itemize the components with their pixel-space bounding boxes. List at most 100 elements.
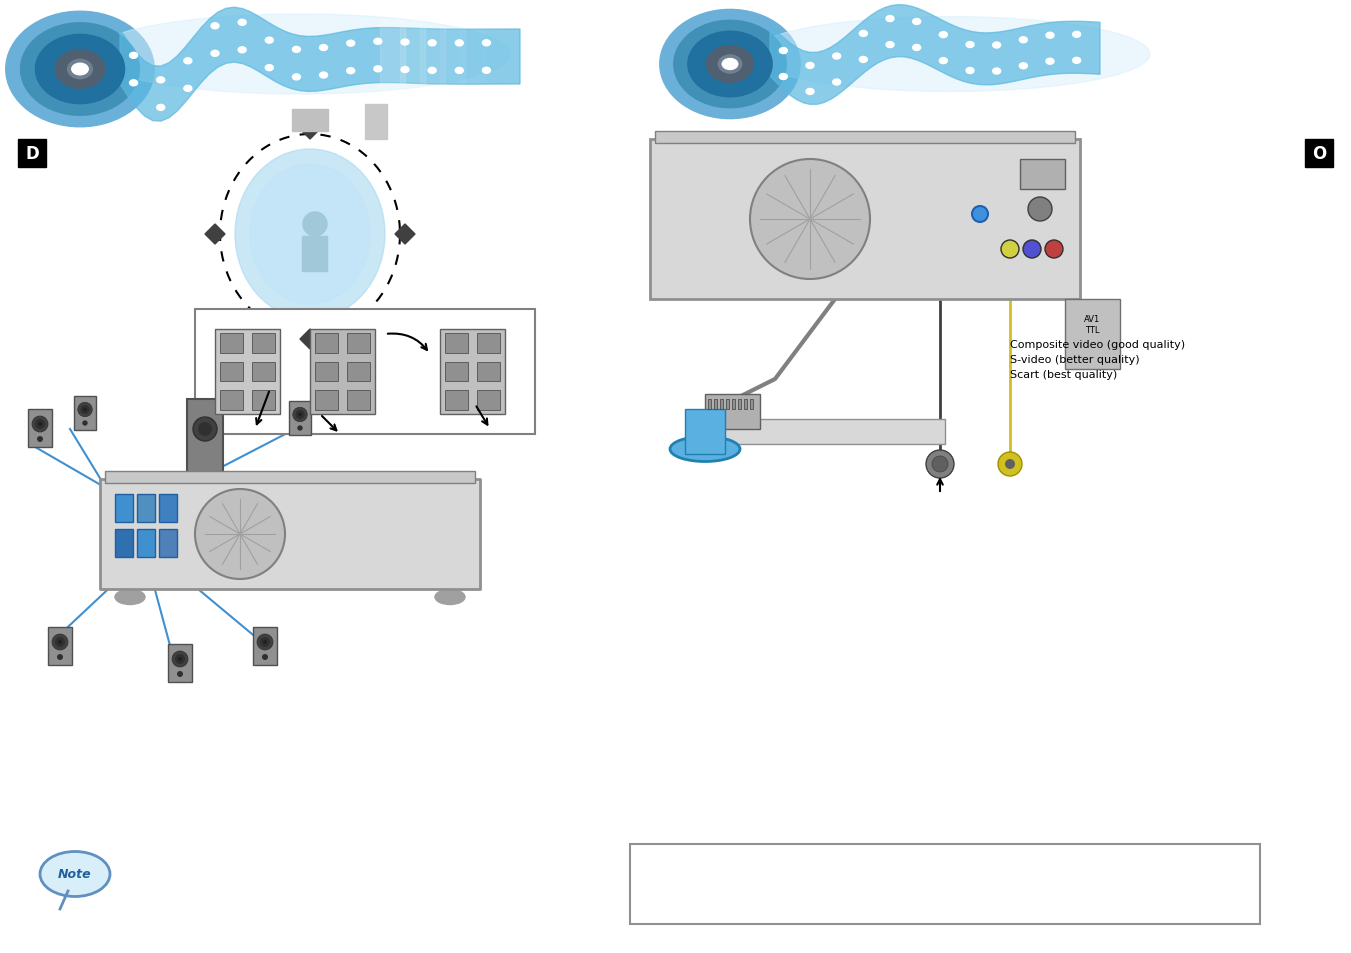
Bar [440, 20, 465, 120]
Bar [49, 627, 72, 665]
Ellipse shape [435, 590, 465, 605]
Ellipse shape [157, 105, 165, 112]
Bar [315, 391, 338, 411]
Ellipse shape [55, 51, 105, 90]
Ellipse shape [750, 17, 1150, 92]
Bar [1065, 299, 1120, 370]
Circle shape [55, 638, 65, 647]
Ellipse shape [482, 41, 490, 47]
Bar [459, 20, 485, 120]
Ellipse shape [832, 80, 840, 86]
Ellipse shape [91, 15, 509, 95]
Circle shape [172, 651, 188, 667]
Ellipse shape [859, 31, 867, 37]
Bar [365, 105, 386, 140]
Bar [292, 110, 328, 132]
Bar [105, 472, 476, 483]
Ellipse shape [482, 69, 490, 74]
Ellipse shape [670, 437, 740, 462]
Text: Scart (best quality): Scart (best quality) [1011, 370, 1117, 379]
Ellipse shape [211, 24, 219, 30]
Bar [315, 362, 338, 382]
Bar [477, 362, 500, 382]
Bar [289, 401, 311, 436]
Circle shape [195, 490, 285, 579]
Text: O: O [1312, 145, 1327, 163]
Bar [100, 479, 480, 589]
Bar [253, 334, 276, 354]
Bar [253, 627, 277, 665]
Bar [715, 419, 944, 444]
Circle shape [293, 408, 307, 422]
Circle shape [84, 408, 86, 412]
Ellipse shape [428, 41, 436, 47]
Ellipse shape [320, 46, 327, 51]
Ellipse shape [859, 57, 867, 63]
Circle shape [57, 655, 63, 660]
Ellipse shape [780, 49, 788, 54]
Bar [440, 330, 505, 415]
Polygon shape [394, 225, 415, 245]
Bar [315, 334, 338, 354]
Bar [347, 362, 370, 382]
Ellipse shape [130, 53, 138, 59]
Ellipse shape [681, 27, 785, 110]
Ellipse shape [807, 63, 815, 70]
Circle shape [1023, 241, 1042, 258]
Ellipse shape [455, 69, 463, 74]
Ellipse shape [707, 47, 754, 83]
Ellipse shape [292, 74, 300, 81]
Circle shape [1005, 459, 1015, 470]
Ellipse shape [20, 24, 139, 116]
Ellipse shape [265, 38, 273, 44]
Circle shape [32, 416, 49, 433]
Bar [253, 362, 276, 382]
Bar [380, 20, 405, 120]
Ellipse shape [428, 69, 436, 74]
Bar [215, 330, 280, 415]
Bar [444, 362, 467, 382]
Ellipse shape [1046, 59, 1054, 65]
Bar [309, 330, 376, 415]
Circle shape [925, 451, 954, 478]
Bar [1305, 140, 1333, 168]
Bar [750, 399, 753, 410]
Ellipse shape [35, 35, 124, 105]
Bar [705, 395, 761, 430]
Ellipse shape [832, 54, 840, 60]
Circle shape [36, 436, 43, 442]
Circle shape [1028, 198, 1052, 222]
Polygon shape [120, 9, 520, 122]
Ellipse shape [780, 74, 788, 80]
Text: D: D [26, 145, 39, 163]
Circle shape [299, 414, 301, 416]
Bar [477, 391, 500, 411]
Circle shape [257, 635, 273, 650]
Ellipse shape [5, 12, 154, 128]
Circle shape [35, 419, 45, 430]
Ellipse shape [184, 59, 192, 65]
Bar [708, 399, 711, 410]
Bar [725, 399, 730, 410]
Circle shape [1001, 241, 1019, 258]
Ellipse shape [1046, 33, 1054, 39]
Bar [400, 20, 426, 120]
Ellipse shape [719, 56, 742, 74]
Ellipse shape [265, 66, 273, 71]
Bar [159, 530, 177, 558]
Circle shape [1046, 241, 1063, 258]
Circle shape [263, 640, 267, 644]
Ellipse shape [886, 43, 894, 49]
Circle shape [58, 640, 62, 644]
Ellipse shape [130, 81, 138, 87]
Ellipse shape [966, 69, 974, 74]
Ellipse shape [913, 46, 920, 51]
Bar [720, 399, 723, 410]
Ellipse shape [455, 41, 463, 47]
Bar [420, 20, 444, 120]
Ellipse shape [184, 86, 192, 92]
Text: Note: Note [58, 867, 92, 881]
Ellipse shape [347, 69, 355, 74]
Bar [655, 132, 1075, 144]
Ellipse shape [211, 51, 219, 57]
